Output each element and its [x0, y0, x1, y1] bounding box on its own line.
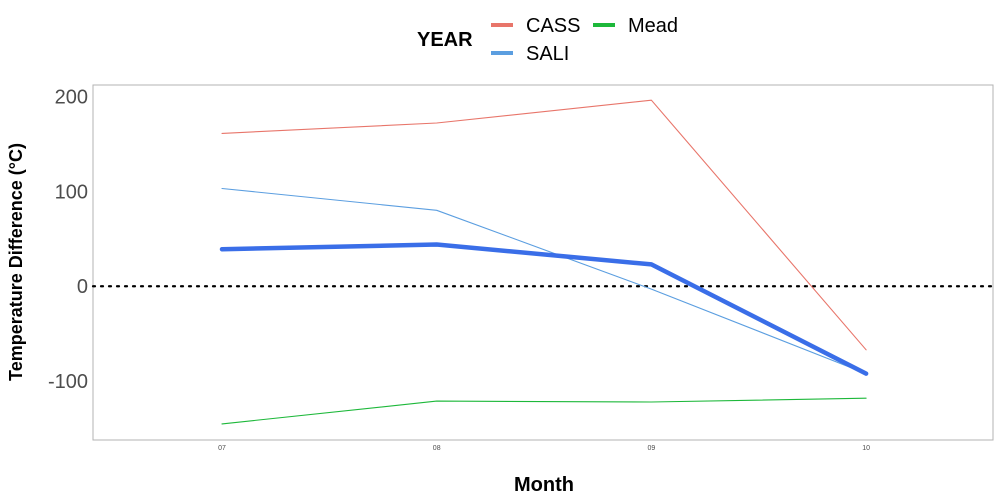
x-tick-label: 08	[433, 445, 441, 452]
x-tick-label: 09	[648, 445, 656, 452]
legend-title: YEAR	[417, 29, 473, 51]
legend-label-cass: CASS	[526, 15, 580, 37]
legend-label-sali: SALI	[526, 43, 569, 65]
series-line-sali-bold	[219, 242, 869, 376]
legend: YEAR CASS SALI Mead	[417, 15, 678, 65]
legend-label-mead: Mead	[628, 15, 678, 37]
series-line-cass	[221, 99, 867, 351]
y-tick-label: 200	[55, 86, 88, 108]
x-tick-label: 07	[218, 445, 226, 452]
y-tick-label: -100	[48, 371, 88, 393]
plot-panel	[92, 84, 994, 441]
y-axis-title: Temperature Difference (°C)	[6, 143, 26, 381]
series-line-sali	[221, 187, 867, 375]
x-axis-title: Month	[514, 474, 574, 496]
y-tick-label: 0	[77, 276, 88, 298]
y-tick-label: 100	[55, 181, 88, 203]
x-tick-label: 10	[862, 445, 870, 452]
series-line-mead	[221, 397, 867, 425]
